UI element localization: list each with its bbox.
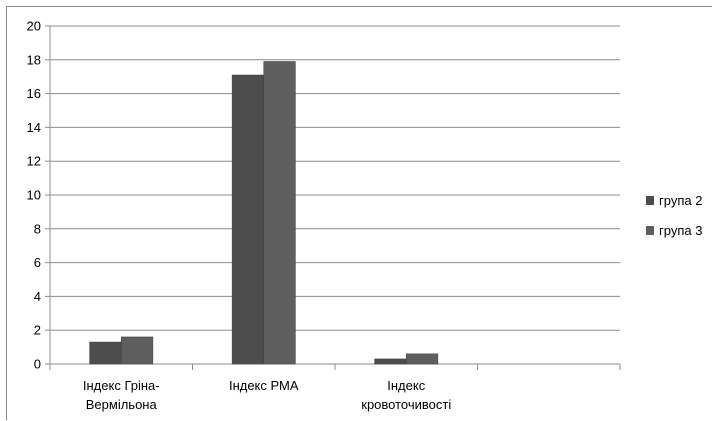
y-tick-label: 4 — [34, 289, 41, 304]
bar — [263, 61, 296, 365]
legend: група 2 група 3 — [646, 193, 702, 238]
y-tick-label: 12 — [27, 154, 41, 169]
bar — [89, 341, 122, 365]
bar — [231, 74, 265, 365]
y-tick-label: 6 — [34, 255, 41, 270]
x-tick-label: Індекс кровоточивості — [361, 378, 451, 412]
y-tick-label: 14 — [27, 120, 41, 135]
y-tick-label: 18 — [27, 52, 41, 67]
y-tick-label: 2 — [34, 323, 41, 338]
bar — [374, 358, 407, 365]
bars — [89, 61, 439, 365]
y-tick-label: 8 — [34, 221, 41, 236]
legend-label: група 2 — [659, 193, 702, 208]
legend-swatch — [646, 226, 654, 235]
gridlines — [50, 25, 620, 331]
x-tick-label: Індекс РМА — [229, 378, 299, 393]
x-tick-label: Індекс Гріна-Вермільона — [83, 378, 160, 412]
bar — [406, 353, 439, 365]
y-tick-label: 16 — [27, 86, 41, 101]
axes — [45, 25, 621, 370]
legend-swatch — [646, 196, 654, 205]
bar — [121, 336, 154, 365]
x-tick-labels: Індекс Гріна-Вермільона Індекс РМА Індекс к… — [83, 378, 451, 412]
y-tick-label: 20 — [27, 19, 41, 34]
chart-frame — [6, 6, 712, 420]
legend-label: група 3 — [659, 223, 702, 238]
y-tick-labels: 0 2 4 6 8 10 12 14 16 18 20 — [27, 19, 41, 372]
y-tick-label: 0 — [34, 357, 41, 372]
y-tick-label: 10 — [27, 188, 41, 203]
